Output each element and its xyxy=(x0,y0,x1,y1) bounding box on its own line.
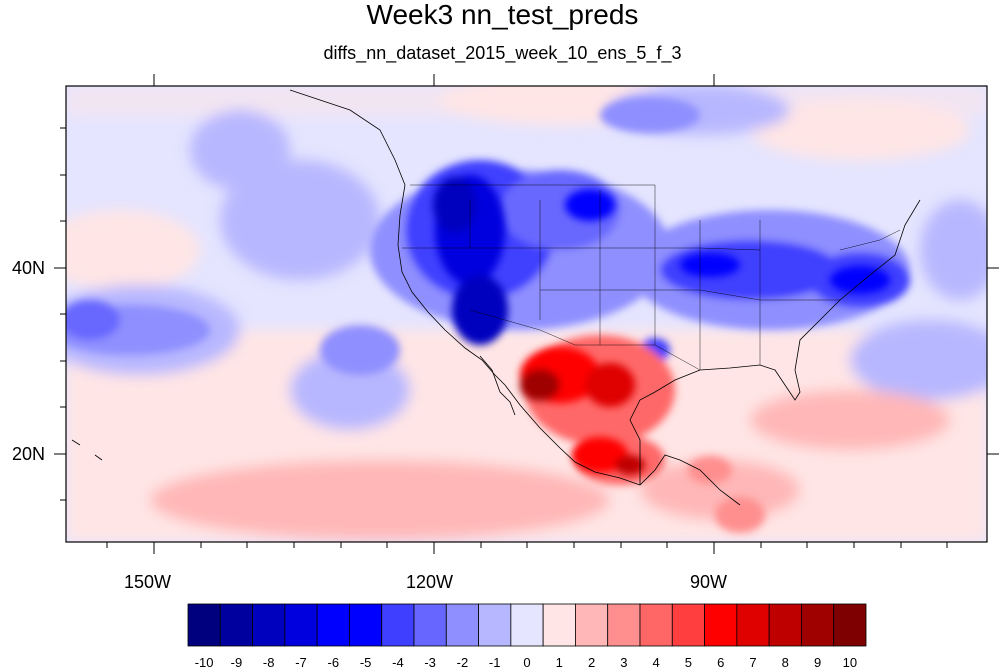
y-ticks xyxy=(54,127,999,501)
colorbar-label: -4 xyxy=(392,655,404,670)
colorbar-swatch xyxy=(833,603,867,647)
colorbar-label: -1 xyxy=(488,655,501,670)
colorbar-label: 10 xyxy=(842,655,858,670)
colorbar-swatch xyxy=(219,603,253,647)
colorbar-swatch xyxy=(801,603,835,647)
colorbar-label: 6 xyxy=(717,655,725,670)
colorbar-label: -2 xyxy=(456,655,469,670)
state-borders xyxy=(402,184,901,371)
colorbar-swatch xyxy=(349,603,383,647)
colorbar-swatch xyxy=(510,603,544,647)
colorbar-label: -5 xyxy=(359,655,372,670)
colorbar-label: -10 xyxy=(194,655,214,670)
plot-area xyxy=(66,86,987,542)
colorbar xyxy=(187,603,867,647)
colorbar-label: -6 xyxy=(327,655,340,670)
colorbar-swatch xyxy=(187,603,221,647)
x-tick-label-150w: 150W xyxy=(124,572,172,592)
colorbar-label: 8 xyxy=(781,655,789,670)
colorbar-label: 7 xyxy=(749,655,757,670)
colorbar-swatch xyxy=(671,603,705,647)
colorbar-swatch xyxy=(445,603,479,647)
colorbar-label: 9 xyxy=(813,655,822,670)
colorbar-swatch xyxy=(704,603,738,647)
colorbar-swatch xyxy=(575,603,609,647)
colorbar-label: -8 xyxy=(262,655,275,670)
colorbar-label: 0 xyxy=(523,655,531,670)
colorbar-swatch xyxy=(607,603,641,647)
colorbar-label: 3 xyxy=(620,655,628,670)
colorbar-label: 5 xyxy=(684,655,692,670)
colorbar-label: 4 xyxy=(652,655,660,670)
colorbar-label: 1 xyxy=(555,655,563,670)
colorbar-label: -9 xyxy=(230,655,243,670)
colorbar-swatch xyxy=(252,603,286,647)
colorbar-label: -3 xyxy=(424,655,436,670)
colorbar-swatch xyxy=(736,603,770,647)
colorbar-swatch xyxy=(542,603,576,647)
anomaly-field-light xyxy=(66,86,987,542)
colorbar-swatch xyxy=(413,603,447,647)
x-tick-label-120w: 120W xyxy=(406,572,454,592)
map-title: Week3 nn_test_preds xyxy=(366,0,639,30)
map-subtitle: diffs_nn_dataset_2015_week_10_ens_5_f_3 xyxy=(323,43,682,63)
y-tick-label-40n: 40N xyxy=(12,258,46,278)
colorbar-swatch xyxy=(316,603,350,647)
x-ticks xyxy=(106,74,948,554)
y-tick-label-20n: 20N xyxy=(12,444,46,464)
colorbar-swatch xyxy=(768,603,802,647)
colorbar-swatch xyxy=(478,603,512,647)
x-tick-label-90w: 90W xyxy=(690,572,728,592)
coastlines xyxy=(71,89,921,506)
colorbar-label: 2 xyxy=(587,655,596,670)
colorbar-swatch xyxy=(639,603,673,647)
colorbar-swatch xyxy=(381,603,415,647)
colorbar-label: -7 xyxy=(295,655,307,670)
colorbar-swatch xyxy=(284,603,318,647)
